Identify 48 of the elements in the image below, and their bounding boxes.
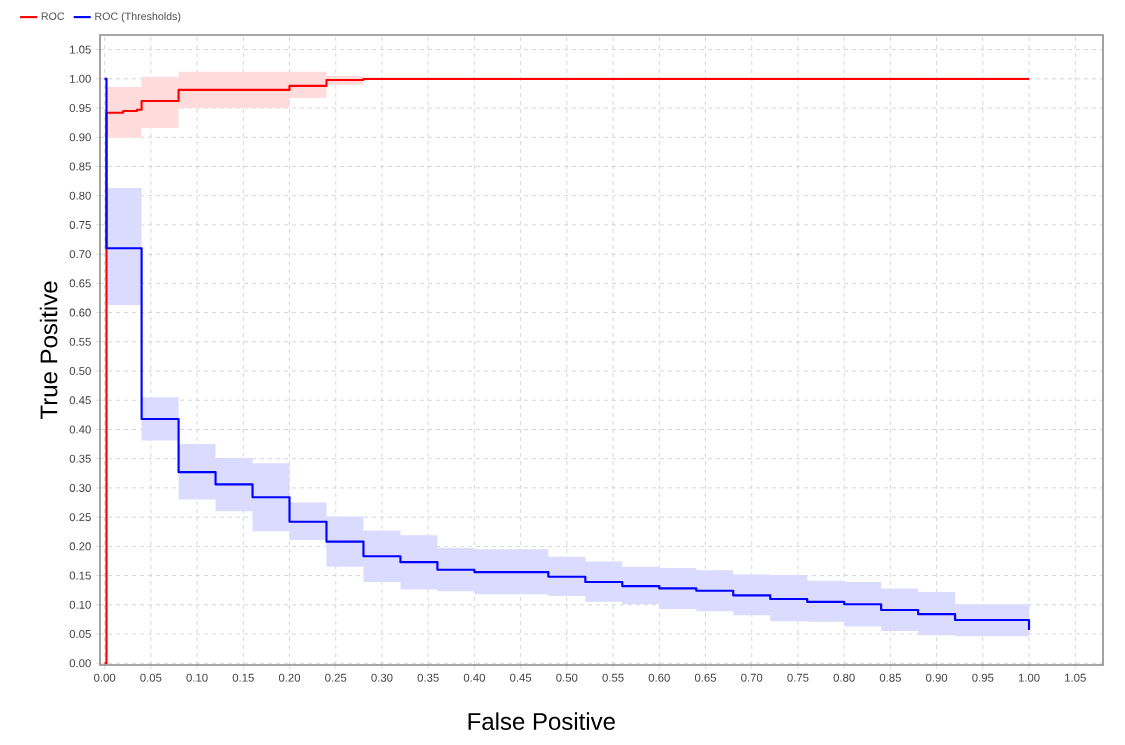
x-tick-label: 0.95	[972, 673, 994, 682]
y-tick-label: 1.00	[70, 74, 91, 83]
y-tick-label: 0.70	[69, 250, 91, 259]
y-tick-label: 0.85	[69, 162, 91, 171]
y-tick-label: 0.25	[69, 513, 91, 522]
x-tick-label: 0.45	[510, 673, 532, 682]
y-tick-label: 0.90	[69, 133, 91, 142]
y-tick-label: 0.55	[69, 337, 91, 346]
legend-label: ROC (Thresholds)	[95, 12, 181, 23]
x-tick-label: 0.00	[94, 673, 116, 682]
x-tick-label: 0.60	[648, 673, 670, 682]
x-tick-label: 0.85	[879, 673, 901, 682]
x-tick-label: 0.25	[325, 673, 347, 682]
y-tick-label: 0.00	[69, 659, 91, 668]
y-tick-label: 0.35	[69, 454, 91, 463]
x-tick-label: 0.35	[417, 673, 439, 682]
x-tick-label: 0.05	[140, 673, 162, 682]
x-tick-label: 0.90	[926, 673, 948, 682]
y-tick-label: 0.40	[69, 425, 91, 434]
x-tick-label: 0.10	[186, 673, 208, 682]
y-tick-label: 0.75	[69, 220, 91, 229]
x-tick-label: 1.05	[1065, 673, 1086, 682]
x-tick-label: 0.40	[463, 673, 485, 682]
x-tick-label: 0.55	[602, 673, 624, 682]
x-tick-label: 0.75	[787, 673, 809, 682]
x-tick-label: 0.65	[694, 673, 717, 682]
x-tick-label: 0.20	[278, 673, 301, 682]
y-tick-label: 0.95	[69, 104, 91, 113]
x-tick-label: 0.50	[556, 673, 578, 682]
y-axis-title: True Positive	[39, 281, 58, 420]
x-axis-title: False Positive	[468, 712, 615, 730]
x-tick-label: 0.15	[232, 673, 254, 682]
y-tick-label: 1.05	[70, 45, 91, 54]
y-tick-label: 0.80	[69, 191, 91, 200]
y-tick-label: 0.20	[69, 542, 91, 551]
y-tick-label: 0.15	[69, 571, 91, 580]
x-tick-label: 1.00	[1018, 673, 1040, 682]
x-tick-label: 0.70	[741, 673, 763, 682]
y-tick-label: 0.65	[69, 279, 91, 288]
y-tick-label: 0.10	[69, 600, 91, 609]
y-tick-label: 0.60	[69, 308, 91, 317]
x-tick-label: 0.30	[371, 673, 393, 682]
y-tick-label: 0.05	[69, 630, 91, 639]
y-tick-label: 0.45	[69, 396, 91, 405]
y-tick-label: 0.50	[69, 367, 91, 376]
x-tick-label: 0.80	[833, 673, 855, 682]
legend-label: ROC	[41, 12, 65, 20]
y-tick-label: 0.30	[69, 483, 91, 492]
